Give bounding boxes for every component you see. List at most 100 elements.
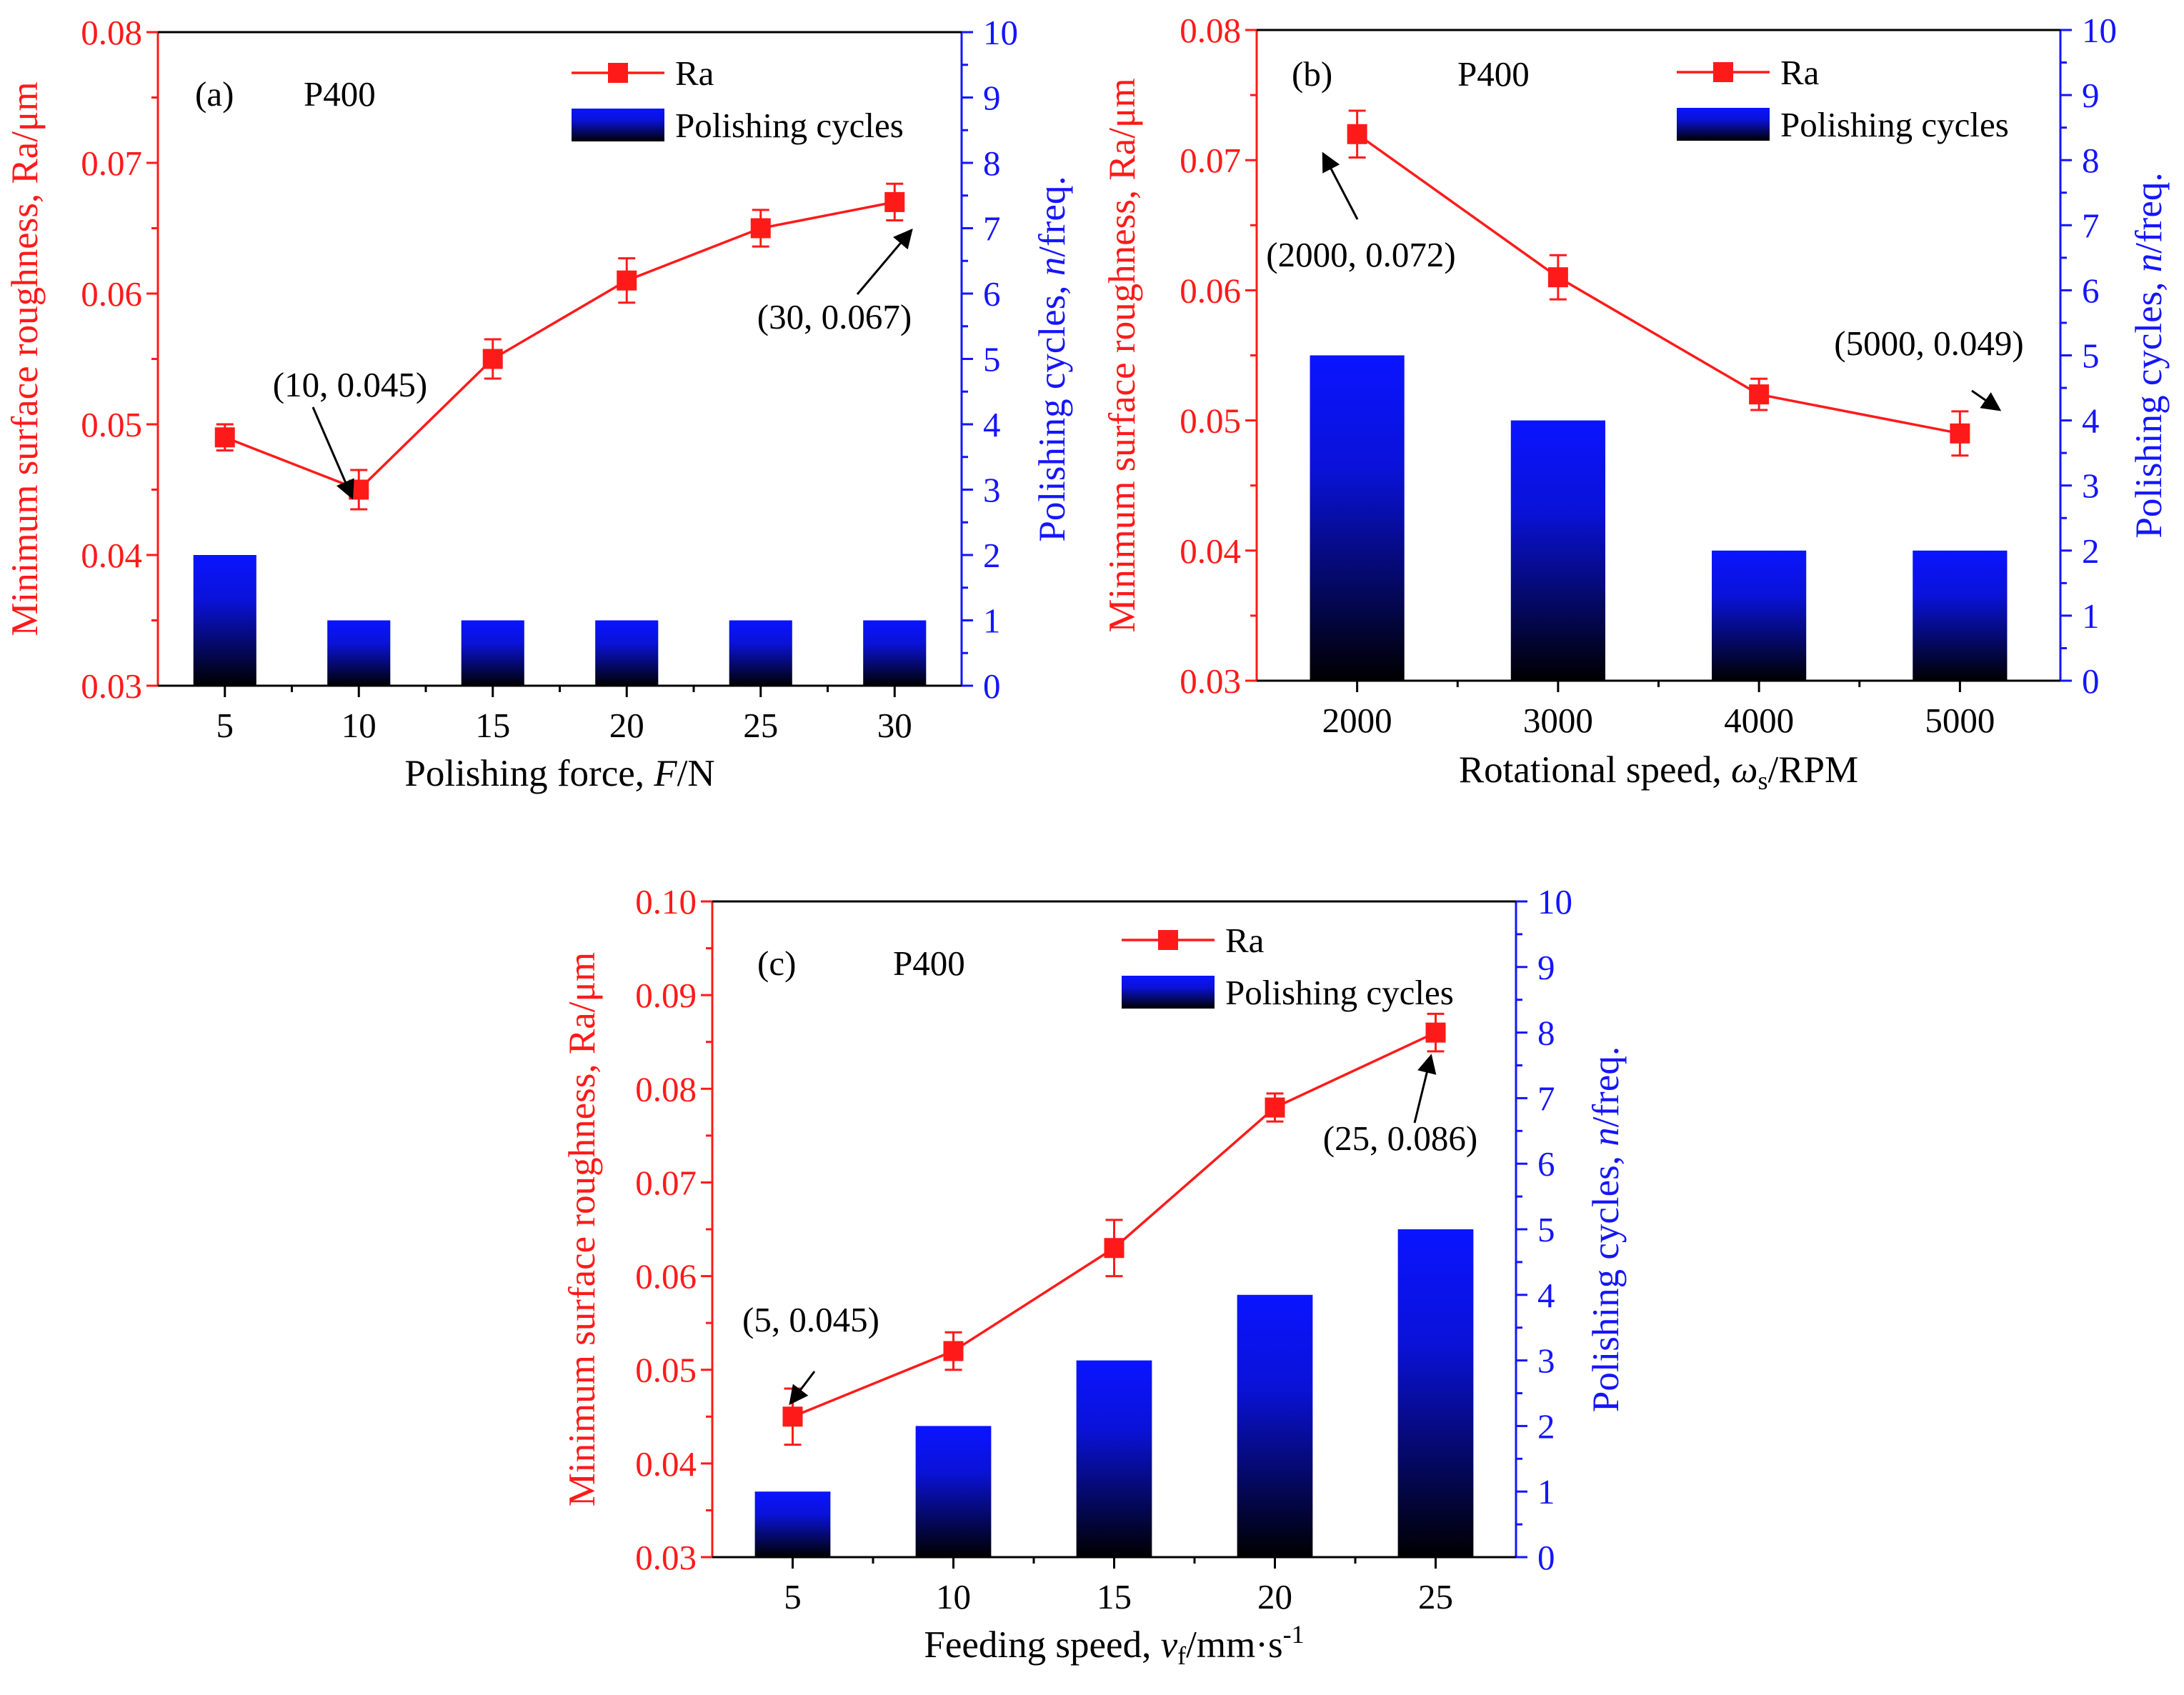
cycles-bar	[1510, 420, 1605, 681]
legend-cycles-swatch	[1122, 976, 1215, 1009]
cycles-bar	[863, 620, 927, 686]
x-tick-label: 15	[475, 706, 510, 745]
right-tick-label: 3	[983, 471, 1001, 510]
left-tick-label: 0.06	[635, 1257, 697, 1296]
legend-ra-label: Ra	[675, 54, 714, 93]
right-tick-label: 4	[983, 405, 1001, 444]
ra-marker	[617, 270, 637, 291]
annotation-label: (5000, 0.049)	[1834, 324, 2023, 363]
left-tick-label: 0.05	[1180, 401, 1241, 441]
legend-ra-label: Ra	[1780, 53, 1820, 92]
cycles-bar	[754, 1491, 831, 1557]
grit-label: P400	[893, 944, 965, 983]
legend-cycles-label: Polishing cycles	[1225, 973, 1454, 1012]
legend-ra-marker	[1158, 930, 1178, 950]
legend-cycles-swatch	[572, 109, 664, 141]
left-tick-label: 0.03	[635, 1538, 697, 1577]
annotation-arrow	[1322, 151, 1359, 220]
right-tick-label: 4	[2082, 401, 2100, 441]
left-tick-label: 0.09	[635, 976, 697, 1015]
annotation-arrow	[856, 228, 913, 295]
x-axis-title: Polishing force, F/N	[404, 753, 714, 794]
x-tick-label: 20	[1257, 1577, 1292, 1616]
right-tick-label: 8	[1537, 1014, 1555, 1053]
annotation-label: (5, 0.045)	[742, 1300, 879, 1339]
left-axis-title: Minimum surface roughness, Ra/μm	[4, 81, 46, 636]
ra-marker	[1749, 384, 1770, 405]
right-tick-label: 8	[2082, 141, 2100, 180]
right-tick-label: 7	[2082, 206, 2100, 245]
left-tick-label: 0.03	[1180, 661, 1241, 701]
x-tick-label: 2000	[1322, 701, 1392, 740]
right-tick-label: 4	[1537, 1276, 1555, 1315]
legend-ra-label: Ra	[1225, 921, 1265, 960]
left-tick-label: 0.03	[81, 666, 142, 706]
left-tick-label: 0.04	[635, 1444, 697, 1484]
panel-label: (a)	[195, 74, 234, 114]
legend-cycles-swatch	[1677, 108, 1770, 141]
x-tick-label: 3000	[1523, 701, 1593, 740]
cycles-bar	[1310, 355, 1405, 681]
right-tick-label: 10	[983, 13, 1018, 52]
left-tick-label: 0.04	[81, 536, 142, 575]
ra-marker	[1547, 267, 1568, 288]
ra-marker	[943, 1341, 964, 1361]
right-tick-label: 0	[983, 666, 1001, 706]
legend-cycles-label: Polishing cycles	[1780, 105, 2009, 144]
annotation-arrow	[1413, 1054, 1437, 1124]
grit-label: P400	[1457, 54, 1530, 94]
right-tick-label: 9	[983, 79, 1001, 118]
ra-marker	[1425, 1022, 1446, 1043]
right-tick-label: 6	[1537, 1144, 1555, 1184]
annotation-label: (25, 0.086)	[1323, 1119, 1477, 1158]
legend-cycles-label: Polishing cycles	[675, 106, 904, 145]
cycles-bar	[1237, 1294, 1313, 1557]
right-tick-label: 10	[2082, 11, 2117, 50]
left-tick-label: 0.08	[1180, 11, 1241, 50]
left-tick-label: 0.05	[635, 1351, 697, 1390]
x-axis-title: Rotational speed, ωs/RPM	[1459, 749, 1858, 795]
ra-marker	[1950, 423, 1970, 444]
cycles-bar	[915, 1426, 992, 1557]
left-axis-title: Minimum surface roughness, Ra/μm	[562, 952, 603, 1506]
cycles-bar	[595, 620, 659, 686]
left-tick-label: 0.10	[635, 882, 697, 921]
right-tick-label: 6	[983, 274, 1001, 314]
panel-label: (b)	[1292, 54, 1332, 94]
right-tick-label: 10	[1537, 882, 1572, 921]
annotation-label: (2000, 0.072)	[1266, 235, 1455, 274]
left-tick-label: 0.06	[1180, 271, 1241, 310]
annotation-arrow	[1971, 389, 2002, 411]
right-tick-label: 1	[1537, 1472, 1555, 1511]
right-tick-label: 5	[2082, 336, 2100, 376]
chart-panel-b: 0.03 0.04 0.05 0.06 0.07 0.08 0 1 2 3 4 5 6 7 8 9 10 2000…	[1102, 11, 2170, 795]
annotation-label: (10, 0.045)	[273, 365, 427, 404]
cycles-bar	[1397, 1229, 1474, 1557]
x-tick-label: 25	[743, 706, 778, 745]
panel-label: (c)	[757, 944, 796, 983]
x-tick-label: 10	[936, 1577, 971, 1616]
cycles-bar	[327, 620, 391, 686]
left-tick-label: 0.05	[81, 405, 142, 444]
annotation-label: (30, 0.067)	[757, 297, 912, 336]
ra-marker	[1347, 124, 1367, 144]
right-tick-label: 3	[1537, 1341, 1555, 1381]
cycles-bar	[193, 555, 256, 686]
ra-marker	[750, 218, 771, 239]
right-tick-label: 2	[1537, 1406, 1555, 1446]
left-tick-label: 0.07	[635, 1163, 697, 1202]
ra-marker	[1104, 1238, 1125, 1259]
x-tick-label: 10	[341, 706, 377, 745]
ra-marker	[214, 427, 235, 448]
ra-marker	[884, 191, 905, 212]
chart-panel-a: 0.03 0.04 0.05 0.06 0.07 0.08 0 1 2 3 4 5 6 7 8 9 10 5 10 1…	[4, 13, 1073, 794]
chart-panel-c: 0.03 0.04 0.05 0.06 0.07 0.08 0.09 0.10 0 1 2 3 4 5 6 7…	[562, 882, 1627, 1670]
legend-ra-marker	[608, 63, 628, 83]
right-tick-label: 2	[983, 536, 1001, 575]
ra-line	[1356, 133, 1960, 435]
ra-line	[224, 201, 895, 491]
right-axis-title: Polishing cycles, n/freq.	[2128, 172, 2170, 538]
annotation-arrow	[789, 1371, 816, 1406]
grit-label: P400	[304, 74, 376, 114]
